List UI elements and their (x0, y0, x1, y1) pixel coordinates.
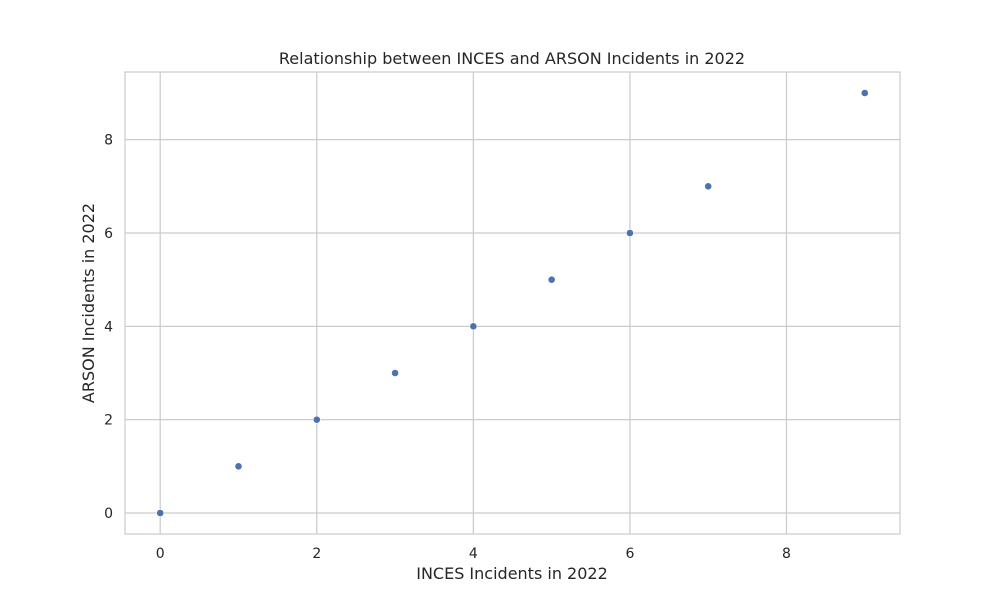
y-tick-label: 2 (104, 413, 113, 429)
data-point (860, 89, 869, 97)
y-tick-labels: 0 2 4 6 8 (104, 133, 113, 522)
data-point (626, 229, 634, 237)
data-point (547, 275, 556, 284)
y-axis-title: ARSON Incidents in 2022 (79, 203, 98, 403)
data-point (312, 415, 321, 424)
data-point (469, 322, 478, 331)
x-tick-label: 6 (625, 546, 634, 562)
x-tick-label: 0 (156, 546, 165, 562)
data-point (234, 462, 243, 471)
y-tick-label: 8 (104, 133, 113, 149)
data-point (704, 182, 713, 191)
y-tick-label: 4 (104, 319, 113, 335)
data-point (391, 369, 399, 377)
plot-frame (124, 71, 901, 535)
x-tick-label: 4 (469, 546, 478, 562)
x-axis-title: INCES Incidents in 2022 (416, 564, 608, 583)
data-point (156, 509, 165, 517)
chart-title: Relationship between INCES and ARSON Inc… (279, 49, 745, 68)
x-tick-label: 8 (782, 546, 791, 562)
grid-lines (125, 72, 900, 534)
x-tick-label: 2 (312, 546, 321, 562)
x-tick-labels: 0 2 4 6 8 (156, 546, 791, 562)
y-tick-label: 0 (104, 506, 113, 522)
y-tick-label: 6 (104, 226, 113, 242)
data-points (156, 89, 869, 517)
